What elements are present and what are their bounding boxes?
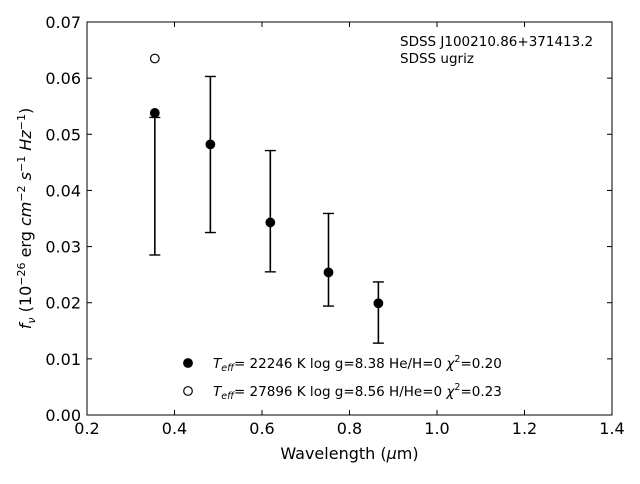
- x-tick-label: 1.4: [599, 419, 624, 438]
- data-point-filled: [265, 217, 276, 228]
- x-tick-label: 0.4: [162, 419, 187, 438]
- legend: Teff= 22246 K log g=8.38 He/H=0 χ2=0.20 T…: [183, 354, 502, 402]
- y-tick-label: 0.04: [45, 181, 81, 200]
- data-point-filled: [149, 108, 160, 118]
- data-marks: [149, 53, 384, 344]
- annotation-filter-system: SDSS ugriz: [400, 51, 474, 67]
- x-tick-label: 1.0: [424, 419, 449, 438]
- legend-marker: [183, 358, 193, 368]
- y-tick-label: 0.02: [45, 294, 81, 313]
- legend-entry-2: Teff= 27896 K log g=8.56 H/He=0 χ2=0.23: [213, 382, 502, 402]
- y-tick-label: 0.03: [45, 238, 81, 257]
- y-tick-label: 0.01: [45, 350, 81, 369]
- data-point-filled: [323, 267, 334, 278]
- y-tick-label: 0.06: [45, 69, 81, 88]
- data-point-open: [149, 53, 160, 64]
- y-axis-label: fν (10−26 erg cm−2 s−1 Hz−1): [15, 108, 38, 329]
- data-point-filled: [373, 298, 384, 309]
- y-tick-label: 0.05: [45, 125, 81, 144]
- data-point-filled: [205, 139, 216, 150]
- x-tick-label: 1.2: [512, 419, 537, 438]
- x-axis-label: Wavelength (μm): [280, 444, 418, 463]
- x-tick-label: 0.2: [74, 419, 99, 438]
- y-tick-label: 0.07: [45, 13, 81, 32]
- legend-marker: [183, 386, 193, 396]
- legend-entry-1: Teff= 22246 K log g=8.38 He/H=0 χ2=0.20: [213, 354, 502, 374]
- y-tick-label: 0.00: [45, 406, 81, 425]
- axis-ticks: 0.2 0.4 0.6 0.8 1.0 1.2 1.4 0.00 0.01 0.02 0.03 0.0…: [45, 13, 624, 438]
- x-tick-label: 0.6: [249, 419, 274, 438]
- annotation-object-name: SDSS J100210.86+371413.2: [400, 34, 593, 50]
- x-tick-label: 0.8: [337, 419, 362, 438]
